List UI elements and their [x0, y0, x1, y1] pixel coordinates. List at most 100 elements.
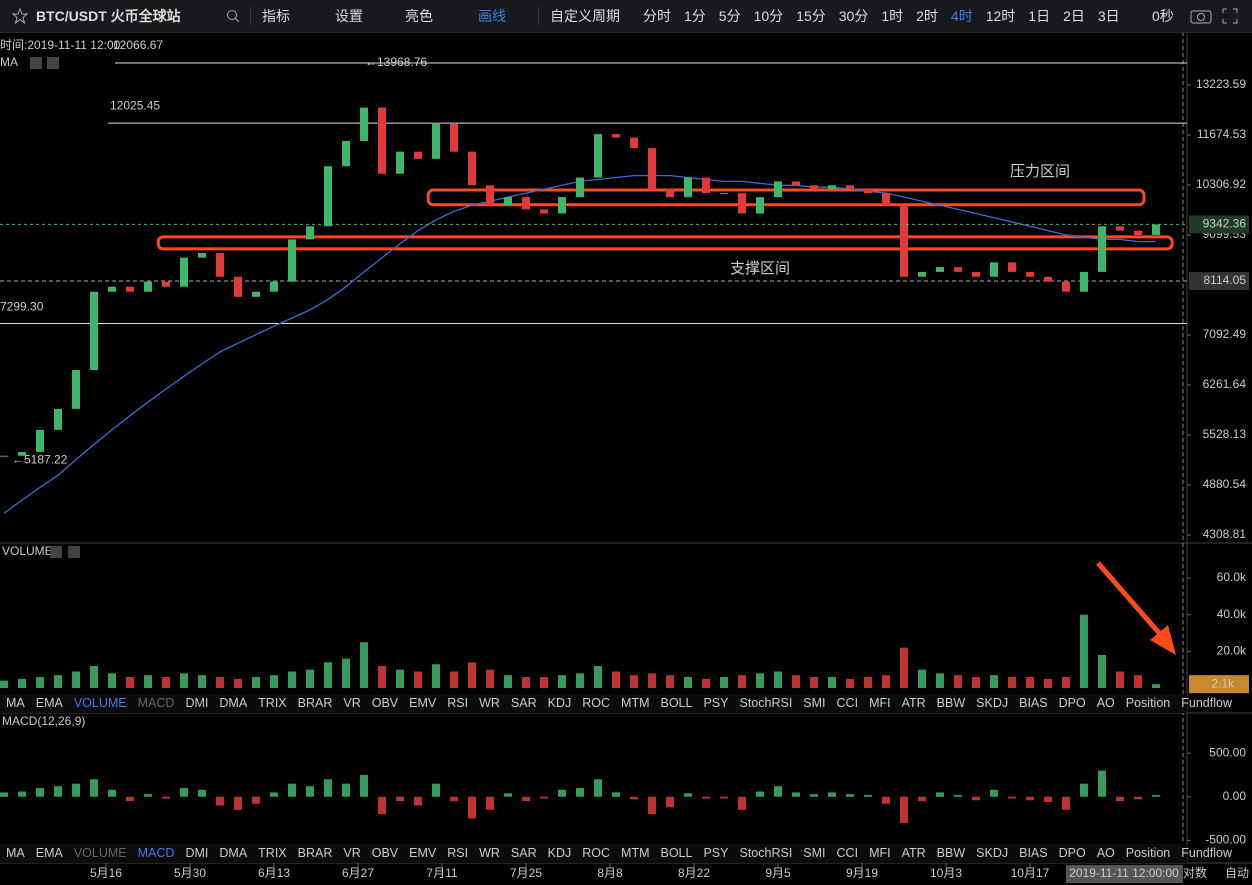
candle: [234, 276, 243, 297]
indicator-tab[interactable]: ROC: [582, 846, 611, 860]
tool[interactable]: 指标: [262, 8, 290, 24]
indicator-tab[interactable]: Position: [1125, 696, 1171, 710]
candle: [0, 455, 9, 457]
camera-icon[interactable]: [1190, 8, 1212, 24]
period[interactable]: 2时: [916, 8, 938, 24]
indicator-tab[interactable]: MACD: [137, 696, 175, 710]
indicator-tab[interactable]: SMI: [803, 696, 826, 710]
period[interactable]: 10分: [753, 8, 784, 24]
indicator-tab[interactable]: OBV: [371, 696, 399, 710]
indicator-tab[interactable]: BRAR: [297, 846, 333, 860]
indicator-tab[interactable]: EMA: [35, 696, 63, 710]
tool[interactable]: 设置: [335, 8, 363, 24]
indicator-tab[interactable]: RSI: [447, 696, 469, 710]
indicator-tab[interactable]: OBV: [371, 846, 399, 860]
indicator-tab[interactable]: ROC: [582, 696, 611, 710]
indicator-tab[interactable]: Position: [1125, 846, 1171, 860]
indicator-tab[interactable]: DPO: [1058, 846, 1086, 860]
bar: [1079, 783, 1088, 797]
indicator-tab[interactable]: DPO: [1058, 696, 1086, 710]
fullscreen-icon[interactable]: [1222, 8, 1238, 24]
search-icon[interactable]: [226, 9, 240, 23]
period[interactable]: 4时: [950, 8, 973, 24]
indicator-tab[interactable]: MACD: [137, 846, 175, 860]
indicator-tab[interactable]: BIAS: [1019, 846, 1048, 860]
symbol[interactable]: BTC/USDT 火币全球站: [36, 8, 181, 24]
auto-button[interactable]: 自动: [1225, 866, 1249, 880]
indicator-tab[interactable]: PSY: [703, 696, 729, 710]
indicator-tab[interactable]: DMA: [219, 696, 248, 710]
indicator-tab[interactable]: KDJ: [547, 696, 572, 710]
favorite-icon[interactable]: [12, 8, 28, 24]
indicator-tab[interactable]: MA: [6, 846, 25, 860]
period[interactable]: 5分: [718, 8, 741, 24]
period[interactable]: 30分: [838, 8, 869, 24]
indicator-tab[interactable]: MA: [6, 696, 25, 710]
period[interactable]: 2日: [1063, 8, 1085, 24]
x-tick-label: 10月17: [1011, 866, 1050, 880]
indicator-tab[interactable]: WR: [479, 696, 500, 710]
indicator-tab[interactable]: Fundflow: [1181, 846, 1232, 860]
indicator-tab[interactable]: VOLUME: [73, 696, 127, 710]
indicator-tab[interactable]: CCI: [836, 696, 859, 710]
last-price-badge: [1189, 215, 1249, 234]
indicator-tab[interactable]: BOLL: [660, 696, 693, 710]
period[interactable]: 12时: [985, 8, 1016, 24]
indicator-tab[interactable]: AO: [1096, 846, 1115, 860]
indicator-tab[interactable]: SMI: [803, 846, 826, 860]
indicator-tab[interactable]: WR: [479, 846, 500, 860]
indicator-tab[interactable]: BOLL: [660, 846, 693, 860]
period[interactable]: 15分: [796, 8, 826, 24]
indicator-tab[interactable]: VR: [343, 846, 361, 860]
indicator-tab[interactable]: BBW: [936, 846, 966, 860]
indicator-tab[interactable]: SAR: [510, 846, 537, 860]
candle: [378, 107, 387, 174]
indicator-tab[interactable]: TRIX: [258, 846, 287, 860]
log-button[interactable]: 对数: [1183, 865, 1207, 880]
indicator-tab[interactable]: EMA: [35, 846, 63, 860]
period[interactable]: 分时: [643, 8, 671, 24]
indicator-tab[interactable]: BBW: [936, 696, 966, 710]
indicator-tab[interactable]: MFI: [869, 846, 891, 860]
indicator-tab[interactable]: VR: [343, 696, 361, 710]
indicator-tab[interactable]: EMV: [409, 696, 437, 710]
indicator-tab[interactable]: BIAS: [1019, 696, 1048, 710]
indicator-tab[interactable]: PSY: [703, 846, 729, 860]
bar: [719, 677, 728, 688]
indicator-tab[interactable]: AO: [1096, 696, 1115, 710]
indicator-tab[interactable]: StochRSI: [739, 696, 793, 710]
bar: [917, 669, 926, 688]
settings-icon[interactable]: [50, 546, 62, 558]
indicator-tab[interactable]: Fundflow: [1181, 696, 1232, 710]
tool[interactable]: 亮色: [405, 8, 433, 24]
tool[interactable]: 画线: [478, 8, 506, 24]
indicator-tab[interactable]: BRAR: [297, 696, 333, 710]
indicator-tab[interactable]: MTM: [621, 846, 650, 860]
period[interactable]: 1时: [881, 8, 904, 24]
indicator-tab[interactable]: DMI: [185, 846, 209, 860]
indicator-tab[interactable]: ATR: [901, 696, 926, 710]
indicator-tab[interactable]: MTM: [621, 696, 650, 710]
indicator-tab[interactable]: RSI: [447, 846, 469, 860]
indicator-tab[interactable]: MFI: [869, 696, 891, 710]
indicator-tab[interactable]: KDJ: [547, 846, 572, 860]
indicator-tab[interactable]: SKDJ: [976, 846, 1009, 860]
period[interactable]: 1分: [684, 8, 706, 24]
indicator-tab[interactable]: DMI: [185, 696, 209, 710]
close-icon[interactable]: [68, 546, 80, 558]
settings-icon[interactable]: [30, 57, 42, 69]
indicator-tab[interactable]: DMA: [219, 846, 248, 860]
period-menu[interactable]: 自定义周期: [550, 8, 620, 24]
period[interactable]: 3日: [1097, 8, 1120, 24]
indicator-tab[interactable]: SKDJ: [976, 696, 1009, 710]
indicator-tab[interactable]: EMV: [409, 846, 437, 860]
close-icon[interactable]: [47, 57, 59, 69]
period[interactable]: 1日: [1028, 8, 1051, 24]
indicator-tab[interactable]: ATR: [901, 846, 926, 860]
indicator-tab[interactable]: StochRSI: [739, 846, 793, 860]
indicator-tab[interactable]: CCI: [836, 846, 859, 860]
x-tick-label: 8月22: [678, 866, 710, 880]
indicator-tab[interactable]: SAR: [510, 696, 537, 710]
indicator-tab[interactable]: VOLUME: [73, 846, 127, 860]
indicator-tab[interactable]: TRIX: [258, 696, 287, 710]
